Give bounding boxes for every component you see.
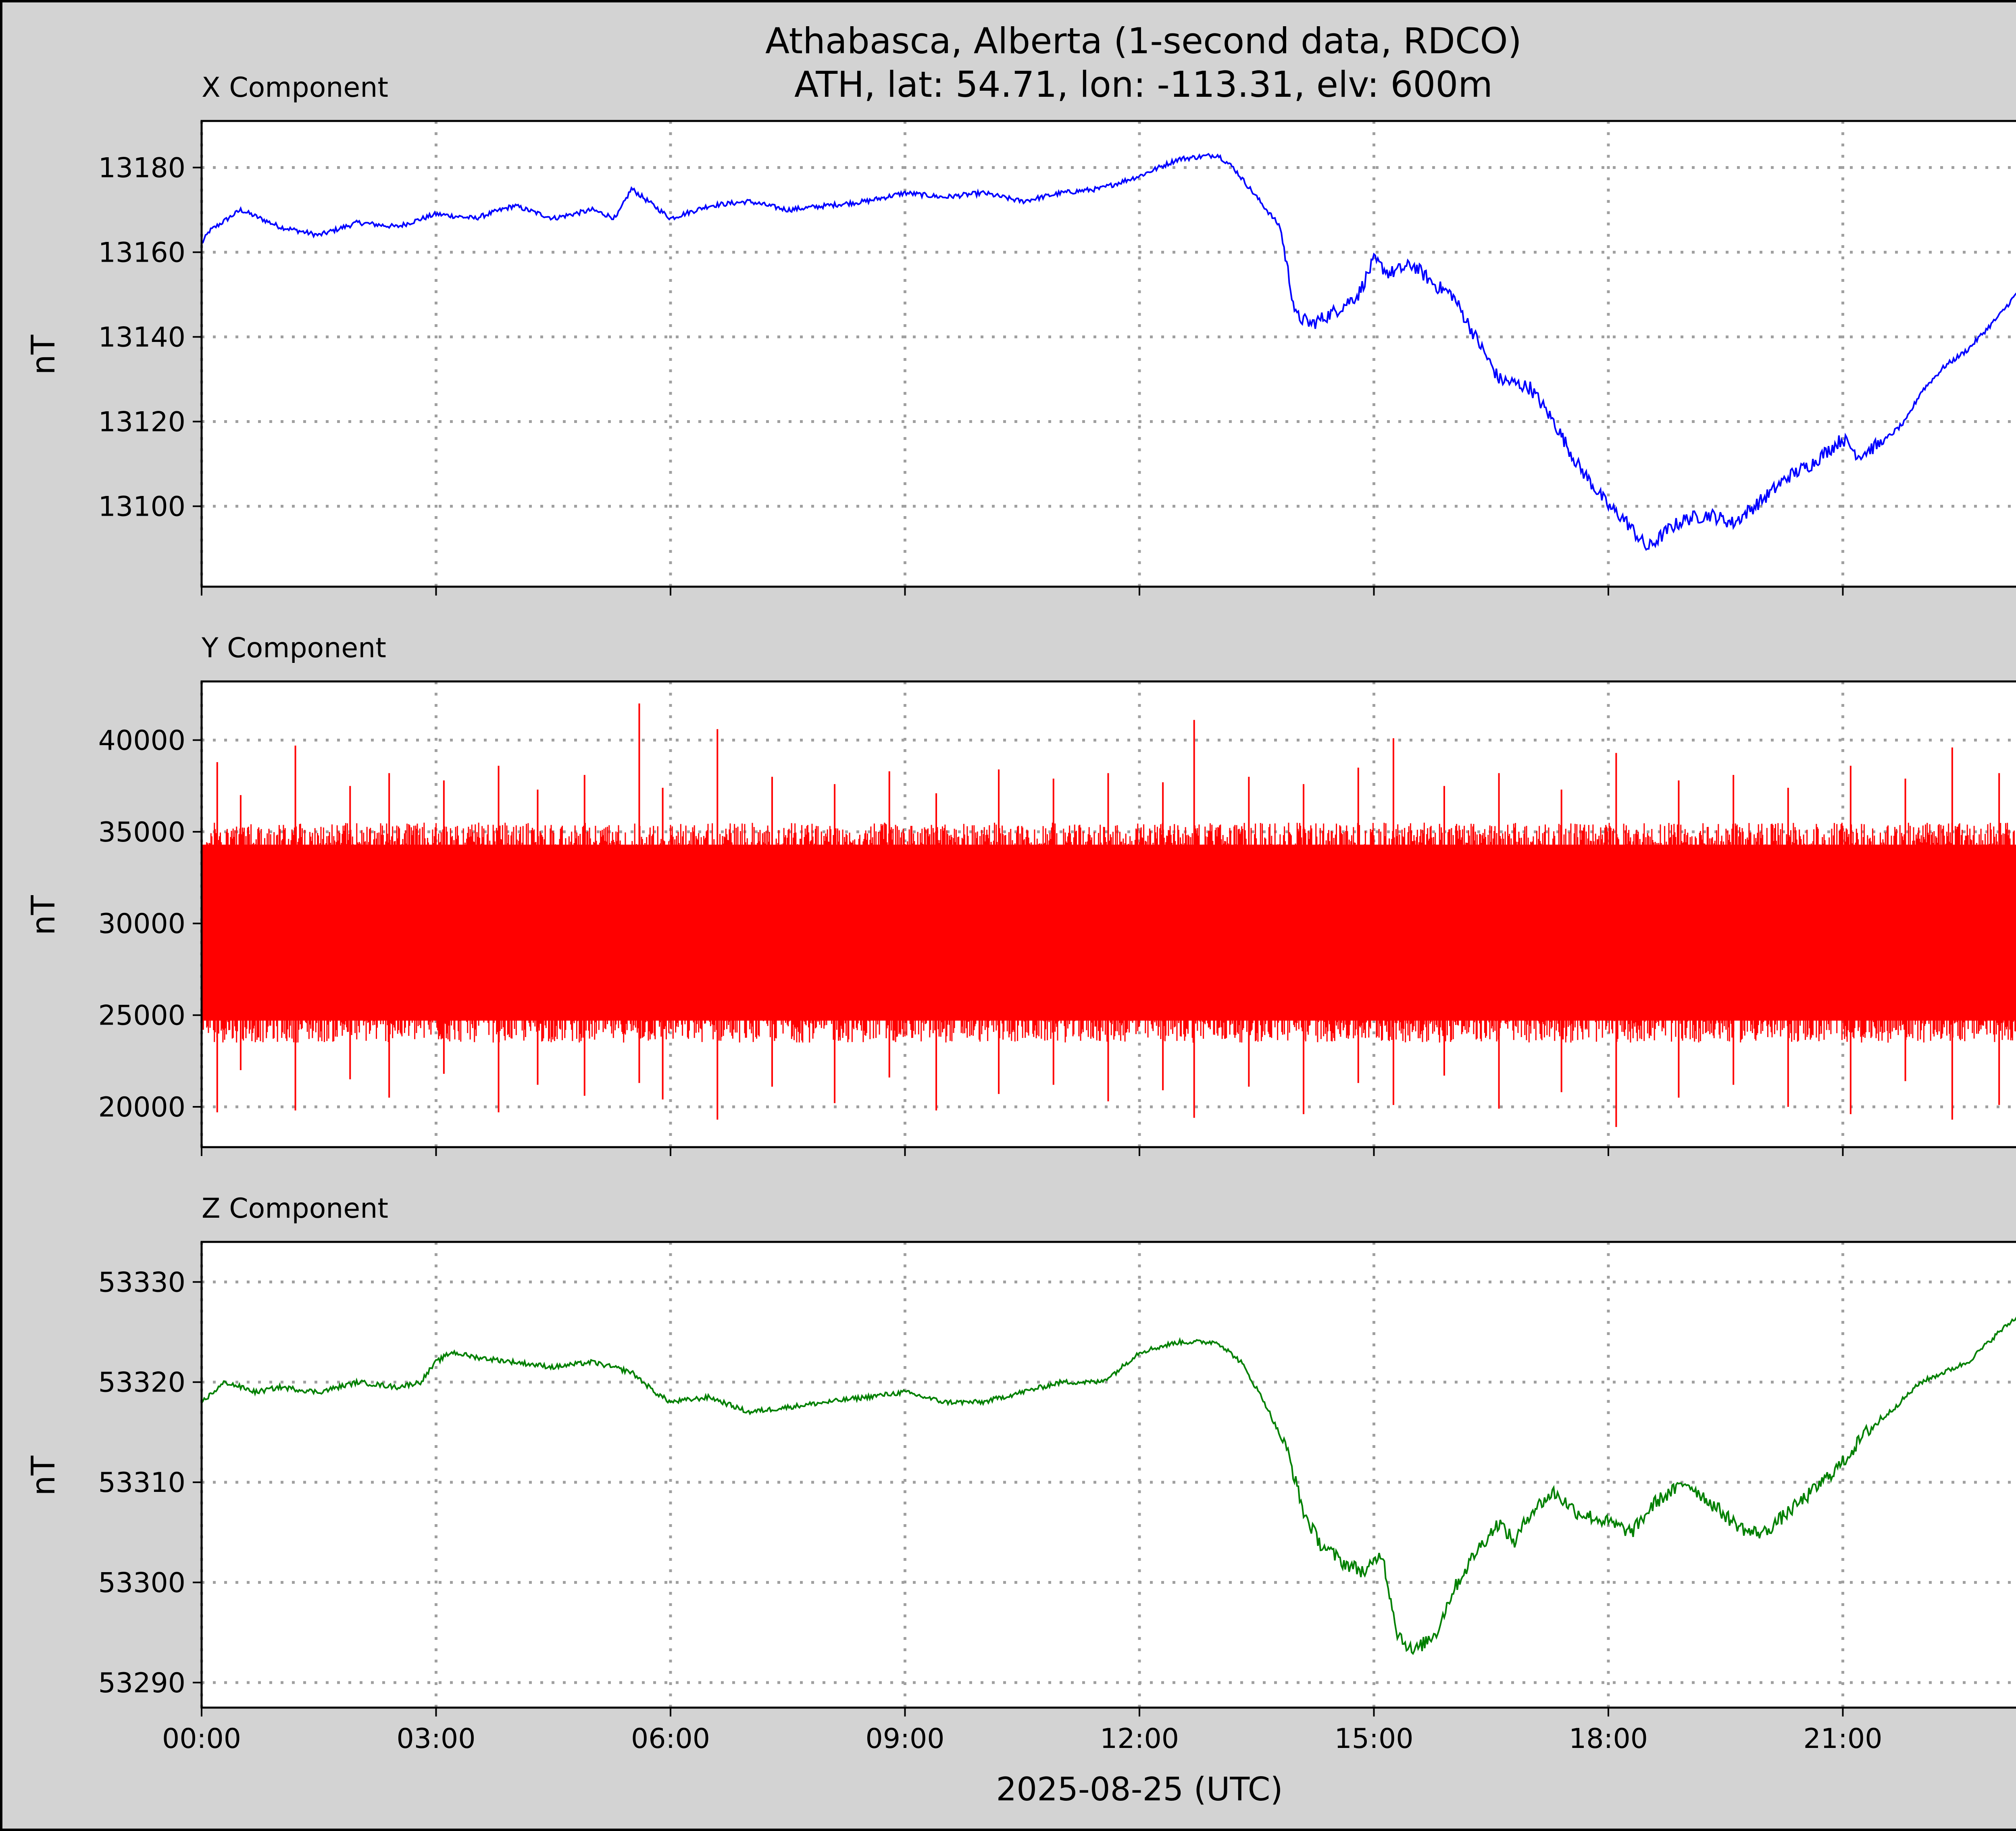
y-component-ytick-label: 35000 (98, 817, 185, 848)
z-component-ytick-label: 53300 (98, 1567, 185, 1599)
z-component-ylabel: nT (25, 1455, 62, 1496)
z-component-xlabel: 2025-08-25 (UTC) (996, 1771, 1283, 1808)
z-component-xtick-label: 12:00 (1100, 1723, 1179, 1755)
x-component-plot-area (202, 121, 2016, 587)
z-component-ytick-label: 53320 (98, 1367, 185, 1399)
figure-title-line1: Athabasca, Alberta (1-second data, RDCO) (765, 20, 1522, 62)
z-component-series-line (201, 1316, 2016, 1655)
z-component-xtick-label: 03:00 (397, 1723, 476, 1755)
x-component-ytick-label: 13160 (98, 237, 185, 269)
x-component-panel: X Component nT 13100 13120 13140 13160 13180 (25, 72, 2016, 596)
y-component-ytick-label: 40000 (98, 725, 185, 757)
z-component-xtick-label: 06:00 (631, 1723, 710, 1755)
y-component-ytick-label: 25000 (98, 1000, 185, 1032)
z-component-plot-area (202, 1242, 2016, 1708)
z-component-ytick-label: 53290 (98, 1667, 185, 1699)
z-component-panel: Z Component nT 2025-08-25 (UTC) 00:00 03:… (25, 1193, 2016, 1808)
figure-title-line2: ATH, lat: 54.71, lon: -113.31, elv: 600m (794, 64, 1493, 105)
z-component-ytick-label: 53310 (98, 1467, 185, 1499)
z-component-axes-frame (200, 1241, 2016, 1709)
y-component-ytick-label: 20000 (98, 1092, 185, 1123)
x-component-ytick-label: 13100 (98, 491, 185, 523)
x-component-axes-frame (200, 120, 2016, 588)
x-component-ytick-label: 13180 (98, 152, 185, 184)
z-component-xtick-label: 15:00 (1335, 1723, 1414, 1755)
z-component-xtick-label: 09:00 (866, 1723, 945, 1755)
y-component-ylabel: nT (25, 895, 62, 935)
x-component-title: X Component (202, 72, 388, 104)
x-component-series-line (201, 153, 2016, 551)
z-component-title: Z Component (202, 1193, 388, 1225)
z-component-xtick-label: 00:00 (162, 1723, 241, 1755)
z-component-ytick-label: 53330 (98, 1266, 185, 1298)
y-component-ytick-label: 30000 (98, 908, 185, 940)
x-component-ytick-label: 13140 (98, 322, 185, 354)
y-component-panel: Y Component nT 20000 25000 30000 35000 40000 (25, 632, 2016, 1156)
x-component-ytick-label: 13120 (98, 406, 185, 438)
x-component-ylabel: nT (25, 334, 62, 375)
y-component-axes-frame (200, 680, 2016, 1148)
y-component-title: Y Component (201, 632, 386, 664)
z-component-xtick-label: 18:00 (1569, 1723, 1648, 1755)
z-component-xtick-label: 21:00 (1804, 1723, 1883, 1755)
